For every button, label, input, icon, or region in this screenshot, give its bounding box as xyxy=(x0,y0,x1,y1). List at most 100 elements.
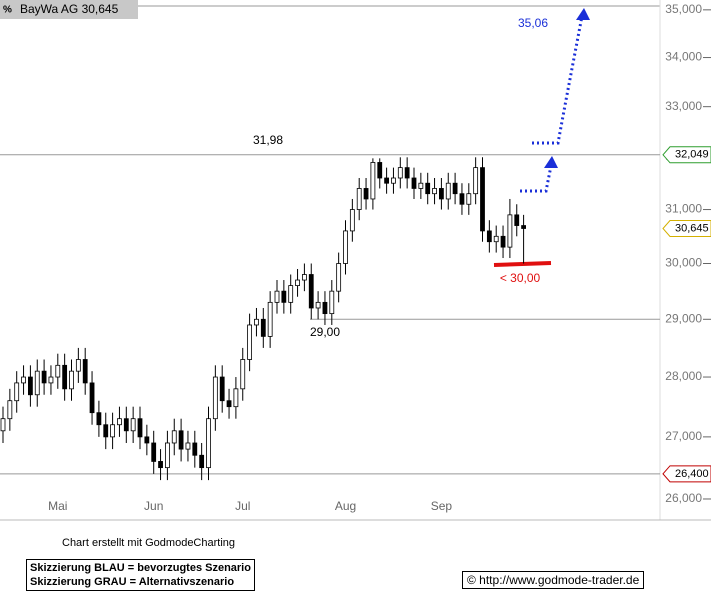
y-tick-label: 28,000 xyxy=(665,369,702,383)
candle-body xyxy=(486,230,492,243)
candle-body xyxy=(514,214,520,226)
candle-body xyxy=(507,214,513,248)
x-tick-label: Jun xyxy=(144,499,163,513)
candle-body xyxy=(247,324,253,360)
candle-body xyxy=(82,359,88,384)
candle-body xyxy=(212,376,218,420)
price-box xyxy=(662,465,711,483)
candle-body xyxy=(7,400,13,420)
candle-body xyxy=(349,209,355,232)
candle-body xyxy=(199,454,205,469)
candle-body xyxy=(254,318,259,326)
candle-body xyxy=(452,182,458,195)
candle-body xyxy=(411,177,417,189)
candle-body xyxy=(219,376,225,402)
credit: Chart erstellt mit GodmodeCharting xyxy=(62,537,236,549)
candle-body xyxy=(473,167,479,195)
candle-body xyxy=(391,177,396,184)
price-label: 26,400 xyxy=(675,468,709,480)
candle-body xyxy=(41,370,47,384)
candle-body xyxy=(158,461,163,469)
candle-body xyxy=(315,301,321,309)
y-tick-label: 30,000 xyxy=(665,256,702,270)
title-bar xyxy=(0,0,138,19)
candle-body xyxy=(103,424,109,438)
candle-body xyxy=(240,359,246,390)
candle-body xyxy=(322,301,328,315)
candle-body xyxy=(370,162,376,200)
candle-body xyxy=(295,279,300,286)
candle-body xyxy=(404,167,410,179)
x-tick-label: Mai xyxy=(48,499,67,513)
candle-body xyxy=(260,318,266,337)
candle-body xyxy=(192,442,198,456)
candle-body xyxy=(480,167,485,232)
x-tick-label: Jul xyxy=(235,499,250,513)
candle-body xyxy=(445,182,451,200)
copyright[interactable]: © http://www.godmode-trader.de xyxy=(462,571,645,589)
y-tick-label: 26,000 xyxy=(665,491,702,505)
price-label: 32,049 xyxy=(675,149,709,161)
icon: % xyxy=(3,5,12,16)
candle-body xyxy=(274,290,280,303)
candle-body xyxy=(130,418,136,432)
support-line xyxy=(493,261,552,267)
candle-body xyxy=(226,400,232,408)
legend-box: Skizzierung BLAU = bevorzugtes Szenario … xyxy=(26,559,255,591)
candle-body xyxy=(21,376,26,384)
candle-body xyxy=(96,412,102,426)
chart: % BayWa AG 30,645 26,000 27,000 28,000 29,0… xyxy=(0,0,711,521)
candle-body xyxy=(151,442,157,462)
legend-line: Skizzierung GRAU = Alternativszenario xyxy=(30,576,235,588)
candle-body xyxy=(48,376,54,384)
candle-body xyxy=(329,290,335,315)
y-tick-label: 29,000 xyxy=(665,311,702,325)
candle-body xyxy=(343,230,348,264)
candle-body xyxy=(233,388,239,408)
annotation: 31,98 xyxy=(253,133,283,147)
annotation: 35,06 xyxy=(518,16,548,30)
x-tick-label: Aug xyxy=(335,499,356,513)
candle-body xyxy=(14,382,20,402)
candle-body xyxy=(0,418,6,432)
price-label: 30,645 xyxy=(675,222,709,234)
candle-body xyxy=(185,442,191,450)
candle-body xyxy=(363,188,369,200)
candle-body xyxy=(55,364,61,378)
legend-line: Skizzierung BLAU = bevorzugtes Szenario xyxy=(30,562,251,574)
candle-body xyxy=(377,162,383,179)
candle-body xyxy=(137,418,143,438)
candle-body xyxy=(336,263,342,292)
candle-body xyxy=(281,290,287,303)
candle-body xyxy=(267,301,273,337)
arrow-head xyxy=(544,156,558,168)
arrow-head xyxy=(576,8,590,20)
candle-body xyxy=(62,364,68,390)
y-tick-label: 33,000 xyxy=(665,99,702,113)
candle-body xyxy=(466,193,472,205)
candle-body xyxy=(75,359,81,372)
candle-body xyxy=(27,376,33,396)
candle-body xyxy=(500,235,506,248)
chart-title: BayWa AG 30,645 xyxy=(20,2,119,16)
candle-body xyxy=(397,167,403,179)
y-tick-label: 35,000 xyxy=(665,2,702,16)
candle-body xyxy=(34,370,40,396)
candle-body xyxy=(117,418,122,426)
y-tick-label: 31,000 xyxy=(665,202,702,216)
candle-body xyxy=(144,436,150,444)
candle-body xyxy=(459,193,465,205)
candle-body xyxy=(432,188,437,195)
candle-body xyxy=(425,182,431,195)
candle-body xyxy=(308,274,314,309)
candle-body xyxy=(418,182,424,189)
candle-body xyxy=(356,188,362,210)
candle-body xyxy=(123,418,129,432)
scenario-arrow xyxy=(532,15,584,145)
candle-body xyxy=(110,424,115,438)
candle-body xyxy=(69,370,74,390)
x-tick-label: Sep xyxy=(431,499,453,513)
candle-body xyxy=(384,177,390,184)
candle-body xyxy=(288,285,294,303)
annotation: 29,00 xyxy=(310,325,340,339)
